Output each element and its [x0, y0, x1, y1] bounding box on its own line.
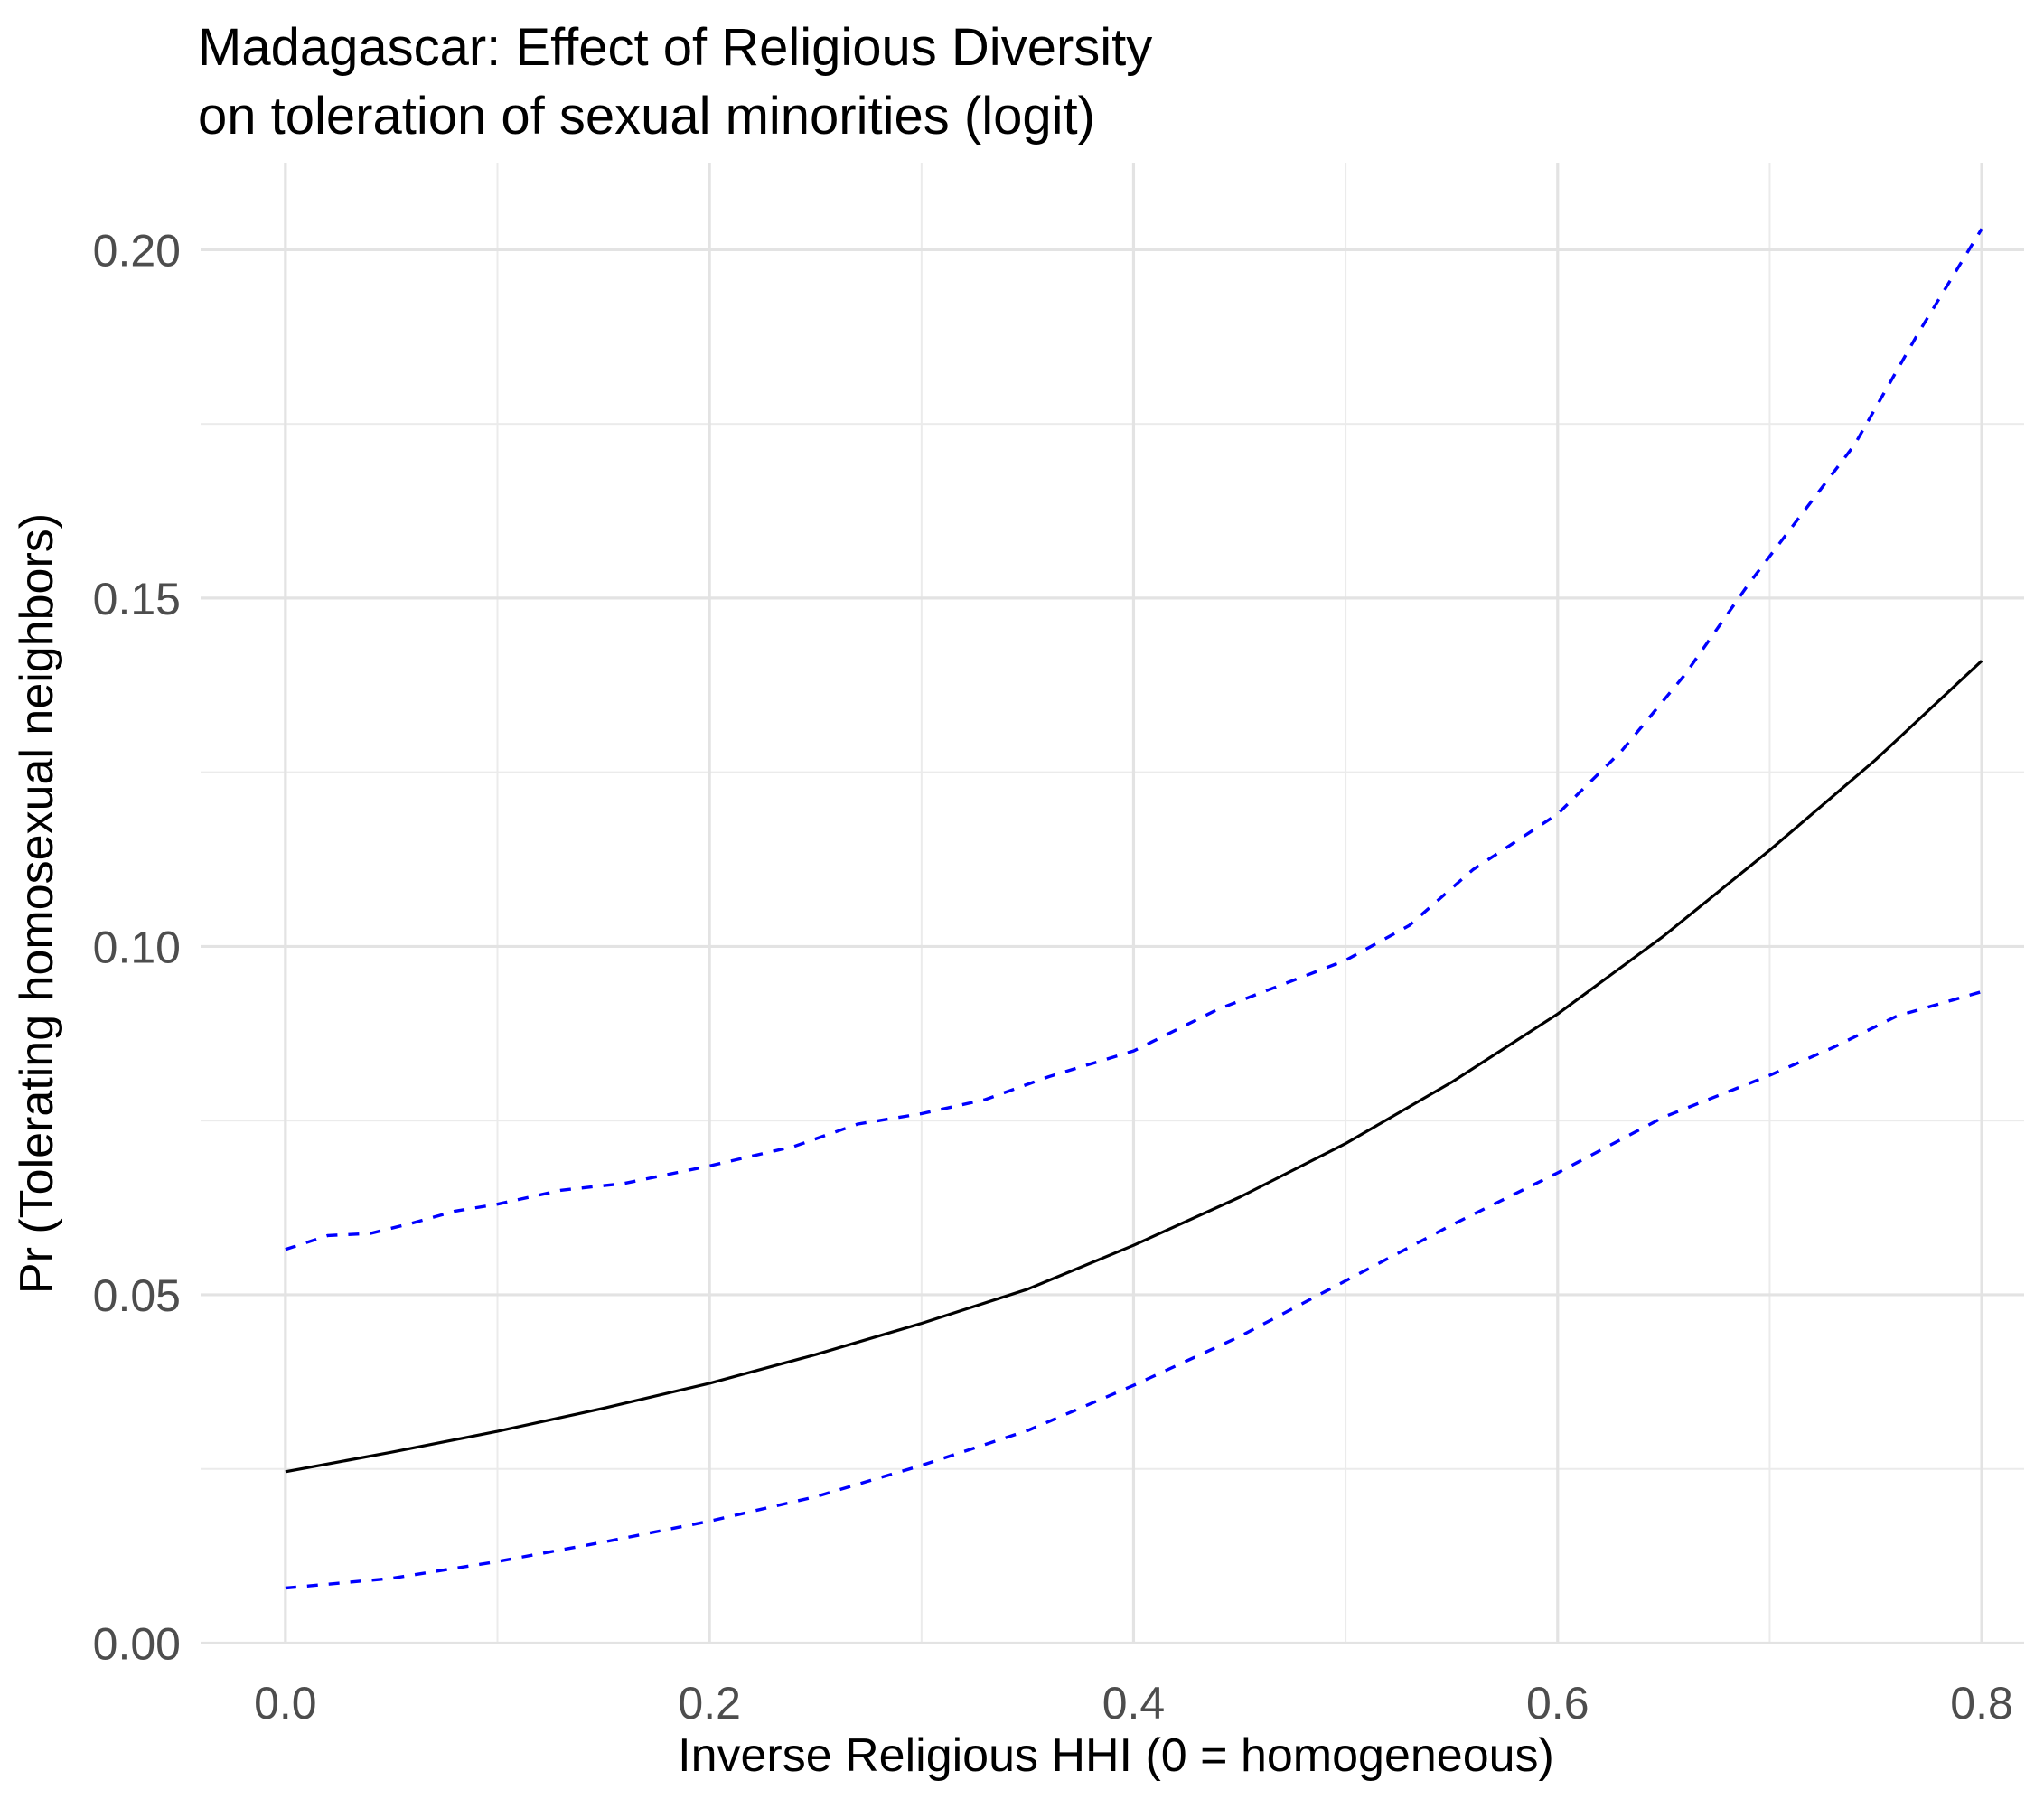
predicted-probability-line	[285, 660, 1983, 1474]
y-tick-label: 0.15	[93, 574, 181, 624]
y-tick-label: 0.20	[93, 225, 181, 276]
y-tick-label: 0.10	[93, 922, 181, 972]
chart-title: Madagascar: Effect of Religious Diversit…	[198, 18, 1152, 77]
lower-ci-line	[285, 989, 1983, 1590]
y-axis-ticks: 0.00 0.05 0.10 0.15 0.20	[93, 225, 181, 1669]
x-tick-label: 0.0	[254, 1678, 317, 1729]
y-axis-title: Pr (Tolerating homosexual neighbors)	[11, 513, 63, 1294]
grid-minor	[201, 163, 2024, 1644]
x-axis-ticks: 0.0 0.2 0.4 0.6 0.8	[254, 1678, 2013, 1729]
upper-ci-line	[285, 228, 1983, 1251]
x-tick-label: 0.8	[1950, 1678, 2013, 1729]
series-layer	[285, 228, 1983, 1590]
x-tick-label: 0.2	[678, 1678, 741, 1729]
chart-subtitle: on toleration of sexual minorities (logi…	[198, 87, 1095, 145]
x-axis-title: Inverse Religious HHI (0 = homogeneous)	[678, 1729, 1554, 1782]
x-tick-label: 0.4	[1102, 1678, 1166, 1729]
y-tick-label: 0.05	[93, 1270, 181, 1321]
grid-major	[201, 163, 2024, 1645]
y-tick-label: 0.00	[93, 1618, 181, 1669]
x-tick-label: 0.6	[1526, 1678, 1589, 1729]
